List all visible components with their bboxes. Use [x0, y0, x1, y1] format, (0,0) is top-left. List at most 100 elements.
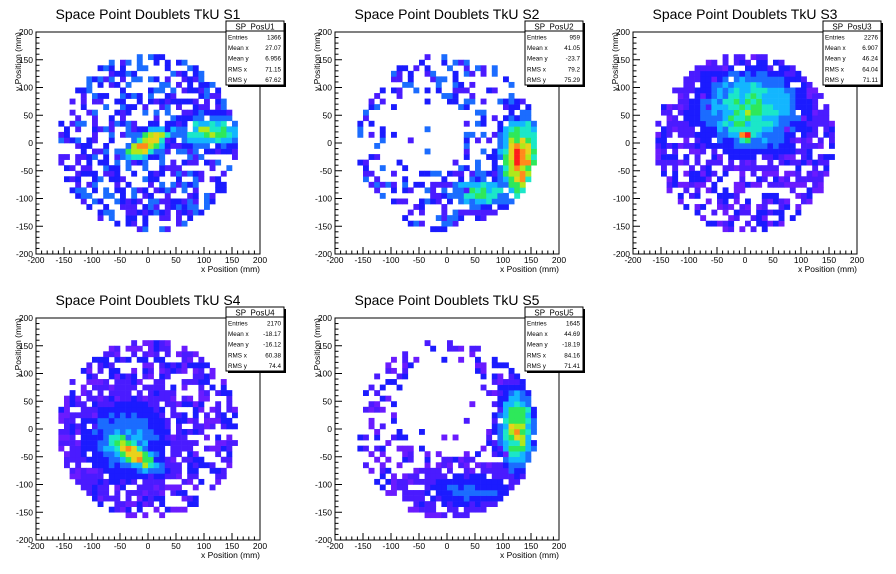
histogram-bin [424, 490, 431, 496]
histogram-bin [108, 451, 115, 458]
histogram-bin [198, 429, 205, 435]
histogram-bin [756, 65, 763, 72]
histogram-bin [784, 109, 791, 116]
histogram-bin [694, 65, 701, 72]
histogram-bin [374, 406, 381, 413]
histogram-bin [153, 154, 160, 160]
histogram-bin [435, 192, 442, 199]
histogram-bin [120, 406, 126, 413]
histogram-bin [92, 462, 98, 469]
histogram-bin [778, 148, 785, 155]
histogram-bin [103, 165, 110, 172]
histogram-bin [170, 187, 177, 194]
histogram-bin [761, 220, 768, 227]
histogram-bin [486, 209, 493, 216]
histogram-bin [469, 506, 476, 513]
histogram-bin [103, 126, 110, 133]
histogram-bin [823, 154, 830, 160]
histogram-bin [192, 484, 199, 491]
histogram-bin [717, 81, 723, 88]
histogram-bin [491, 401, 498, 408]
histogram-bin [441, 204, 448, 210]
histogram-bin [430, 170, 437, 177]
histogram-bin [441, 220, 448, 227]
histogram-bin [655, 131, 662, 138]
histogram-bin [728, 137, 735, 144]
histogram-bin [153, 356, 160, 363]
histogram-bin [114, 176, 121, 183]
histogram-bin [435, 170, 442, 177]
histogram-bin [767, 115, 774, 122]
histogram-bin [722, 131, 729, 138]
histogram-bin [125, 512, 132, 519]
histogram-bin [97, 406, 104, 413]
histogram-bin [192, 423, 199, 430]
histogram-bin [407, 209, 414, 216]
histogram-bin [525, 154, 532, 160]
histogram-bin [750, 148, 757, 155]
histogram-bin [789, 215, 796, 221]
histogram-bin [508, 478, 515, 485]
histogram-bin [419, 204, 425, 210]
histogram-bin [108, 351, 115, 358]
histogram-bin [767, 131, 774, 138]
histogram-bin [114, 148, 121, 155]
histogram-bin [419, 209, 425, 216]
histogram-bin [700, 87, 707, 94]
histogram-bin [120, 109, 126, 116]
histogram-bin [148, 198, 154, 205]
histogram-bin [170, 384, 177, 391]
y-tick-label: 100 [318, 369, 332, 379]
histogram-bin [164, 226, 171, 233]
histogram-bin [480, 467, 487, 474]
histogram-bin [103, 351, 110, 358]
histogram-bin [181, 456, 188, 463]
histogram-bin [363, 109, 369, 116]
histogram-bin [789, 143, 796, 149]
histogram-bin [784, 181, 791, 188]
histogram-bin [745, 126, 751, 133]
histogram-bin [463, 98, 470, 105]
histogram-bin [525, 143, 532, 149]
histogram-bin [220, 143, 227, 149]
histogram-bin [722, 187, 729, 194]
x-tick-label: -100 [382, 255, 399, 265]
histogram-bin [525, 176, 532, 183]
x-tick-label: -150 [354, 255, 371, 265]
histogram-bin [475, 109, 481, 116]
histogram-bin [103, 170, 110, 177]
histogram-bin [385, 456, 392, 463]
histogram-bin [486, 467, 493, 474]
histogram-bin [209, 384, 216, 391]
histogram-bin [514, 384, 521, 391]
histogram-bin [447, 462, 453, 469]
histogram-bin [486, 390, 493, 396]
histogram-bin [778, 131, 785, 138]
histogram-bin [120, 429, 126, 435]
histogram-bin [142, 512, 149, 519]
histogram-bin [92, 148, 98, 155]
histogram-bin [683, 181, 690, 188]
chart-title: Space Point Doublets TkU S5 [355, 292, 540, 308]
histogram-bin [711, 104, 718, 110]
histogram-bin [164, 143, 171, 149]
histogram-bin [159, 384, 166, 391]
histogram-bin [396, 159, 403, 166]
histogram-bin [108, 406, 115, 413]
histogram-bin [689, 109, 695, 116]
histogram-bin [153, 98, 160, 105]
histogram-bin [497, 451, 504, 458]
histogram-bin [491, 373, 498, 380]
histogram-bin [407, 187, 414, 194]
histogram-bin [176, 165, 182, 172]
histogram-bin [368, 384, 375, 391]
histogram-bin [75, 467, 82, 474]
histogram-bin [125, 379, 132, 385]
histogram-bin [745, 220, 751, 227]
histogram-bin [503, 76, 509, 83]
histogram-bin [717, 198, 723, 205]
histogram-bin [773, 98, 779, 105]
histogram-bin [114, 440, 121, 446]
histogram-bin [69, 120, 76, 127]
histogram-bin [75, 429, 82, 435]
